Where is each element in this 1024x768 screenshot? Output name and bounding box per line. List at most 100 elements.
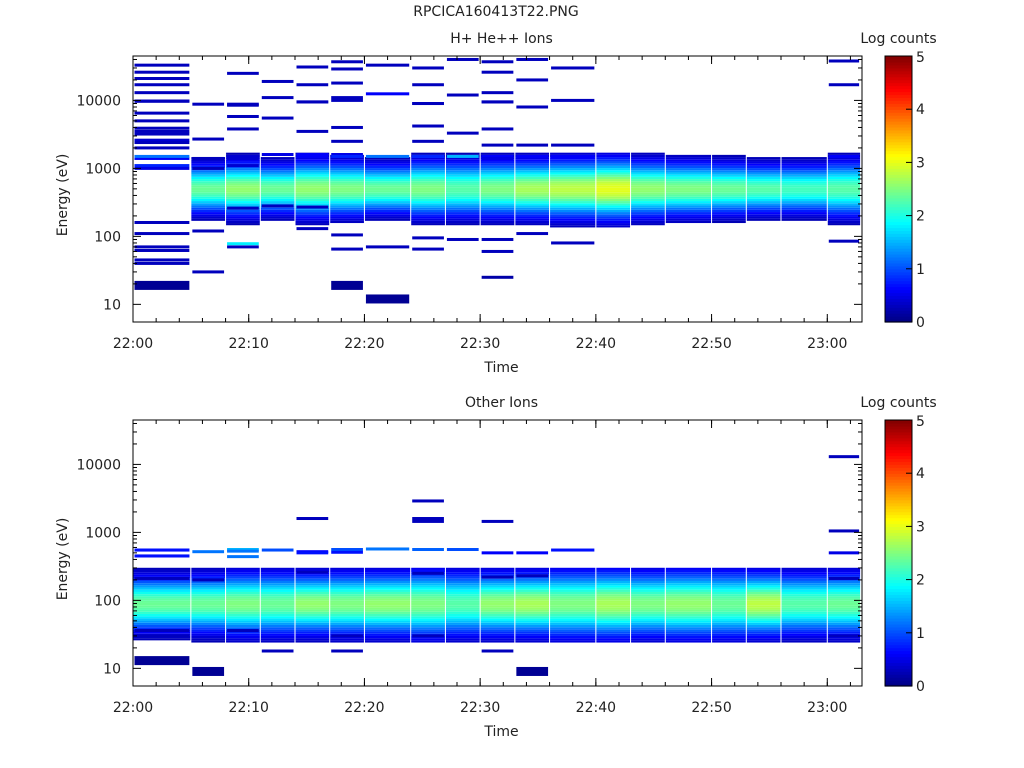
y-axis-label: Energy (eV) xyxy=(55,518,71,601)
heatmap-cell xyxy=(712,585,746,588)
colorbar-band xyxy=(885,632,912,637)
heatmap-cell xyxy=(631,635,665,639)
heatmap-cell xyxy=(596,618,631,621)
colorbar-tick-label: 2 xyxy=(916,573,925,589)
heatmap-cell xyxy=(781,598,827,601)
heatmap-cell xyxy=(631,203,665,206)
heatmap-cell xyxy=(412,499,444,503)
heatmap-cell xyxy=(411,205,445,208)
heatmap-cell xyxy=(665,218,712,221)
heatmap-cell xyxy=(480,640,515,643)
heatmap-cell xyxy=(480,205,515,208)
heatmap-cell xyxy=(631,174,665,177)
heatmap-cell xyxy=(226,622,260,625)
heatmap-cell xyxy=(330,600,364,603)
heatmap-cell xyxy=(296,551,329,555)
colorbar-band xyxy=(885,265,912,270)
colorbar-band xyxy=(885,490,912,495)
heatmap-cell xyxy=(330,216,364,219)
heatmap-cell xyxy=(550,569,596,573)
heatmap-cell xyxy=(515,203,550,206)
heatmap-cell xyxy=(445,602,480,606)
heatmap-cell xyxy=(295,192,330,195)
heatmap-cell xyxy=(665,572,712,575)
heatmap-cell xyxy=(295,218,330,221)
heatmap-cell xyxy=(515,209,550,213)
heatmap-cell xyxy=(827,572,861,575)
heatmap-cell xyxy=(550,640,596,643)
heatmap-cell xyxy=(631,152,665,155)
heatmap-cell xyxy=(712,620,746,623)
heatmap-cell xyxy=(712,624,746,628)
heatmap-cell xyxy=(712,638,746,641)
heatmap-cell xyxy=(364,607,411,610)
heatmap-cell xyxy=(550,152,596,155)
heatmap-cell xyxy=(550,578,596,581)
heatmap-cell xyxy=(226,194,260,197)
heatmap-cell xyxy=(226,220,260,224)
heatmap-cell xyxy=(712,198,746,202)
heatmap-cell xyxy=(331,60,363,64)
heatmap-cell xyxy=(295,598,330,601)
colorbar-label: Log counts xyxy=(860,31,936,47)
heatmap-cell xyxy=(295,600,330,603)
heatmap-cell xyxy=(827,594,861,597)
heatmap-cell xyxy=(827,190,861,193)
heatmap-cell xyxy=(134,132,190,136)
heatmap-cell xyxy=(330,598,364,601)
heatmap-cell xyxy=(364,640,411,643)
heatmap-cell xyxy=(296,517,329,521)
heatmap-cell xyxy=(445,583,480,586)
heatmap-cell xyxy=(331,153,363,157)
heatmap-cell xyxy=(260,594,295,597)
y-tick-label: 10 xyxy=(103,661,121,677)
heatmap-cell xyxy=(827,638,861,641)
heatmap-cell xyxy=(746,594,781,597)
heatmap-cell xyxy=(330,624,364,628)
colorbar-band xyxy=(885,233,912,237)
heatmap-cell xyxy=(330,587,364,590)
heatmap-cell xyxy=(828,239,860,243)
heatmap-cell xyxy=(445,607,480,610)
heatmap-cell xyxy=(296,83,329,87)
colorbar-band xyxy=(885,638,912,643)
heatmap-cell xyxy=(411,194,445,197)
heatmap-cell xyxy=(480,187,515,191)
heatmap-cell xyxy=(746,194,781,197)
heatmap-cell xyxy=(631,611,665,614)
heatmap-cell xyxy=(192,156,225,160)
heatmap-cell xyxy=(330,196,364,199)
heatmap-cell xyxy=(746,616,781,619)
colorbar-tick-label: 3 xyxy=(916,155,925,171)
heatmap-cell xyxy=(191,635,226,639)
heatmap-cell xyxy=(516,551,549,555)
heatmap-cell xyxy=(445,640,480,643)
heatmap-cell xyxy=(411,157,445,160)
heatmap-cell xyxy=(480,212,515,215)
heatmap-cell xyxy=(192,578,225,582)
heatmap-cell xyxy=(781,181,827,184)
colorbar-band xyxy=(885,248,912,252)
heatmap-cell xyxy=(260,605,295,608)
heatmap-cell xyxy=(551,98,595,102)
heatmap-cell xyxy=(364,600,411,603)
heatmap-cell xyxy=(411,207,445,210)
y-tick-label: 10000 xyxy=(76,93,121,109)
colorbar-band xyxy=(885,629,912,634)
heatmap-cell xyxy=(411,183,445,186)
heatmap-cell xyxy=(191,176,226,180)
colorbar-band xyxy=(885,446,912,451)
colorbar-band xyxy=(885,582,912,587)
heatmap-cell xyxy=(781,580,827,584)
heatmap-cell xyxy=(781,618,827,621)
heatmap-cell xyxy=(134,99,190,103)
heatmap-cell xyxy=(515,620,550,623)
heatmap-cell xyxy=(665,591,712,595)
heatmap-cell xyxy=(364,165,411,169)
heatmap-cell xyxy=(827,589,861,592)
heatmap-cell xyxy=(192,550,225,554)
heatmap-cell xyxy=(746,605,781,608)
heatmap-cell xyxy=(364,201,411,204)
heatmap-cell xyxy=(712,163,746,166)
heatmap-cell xyxy=(550,611,596,614)
